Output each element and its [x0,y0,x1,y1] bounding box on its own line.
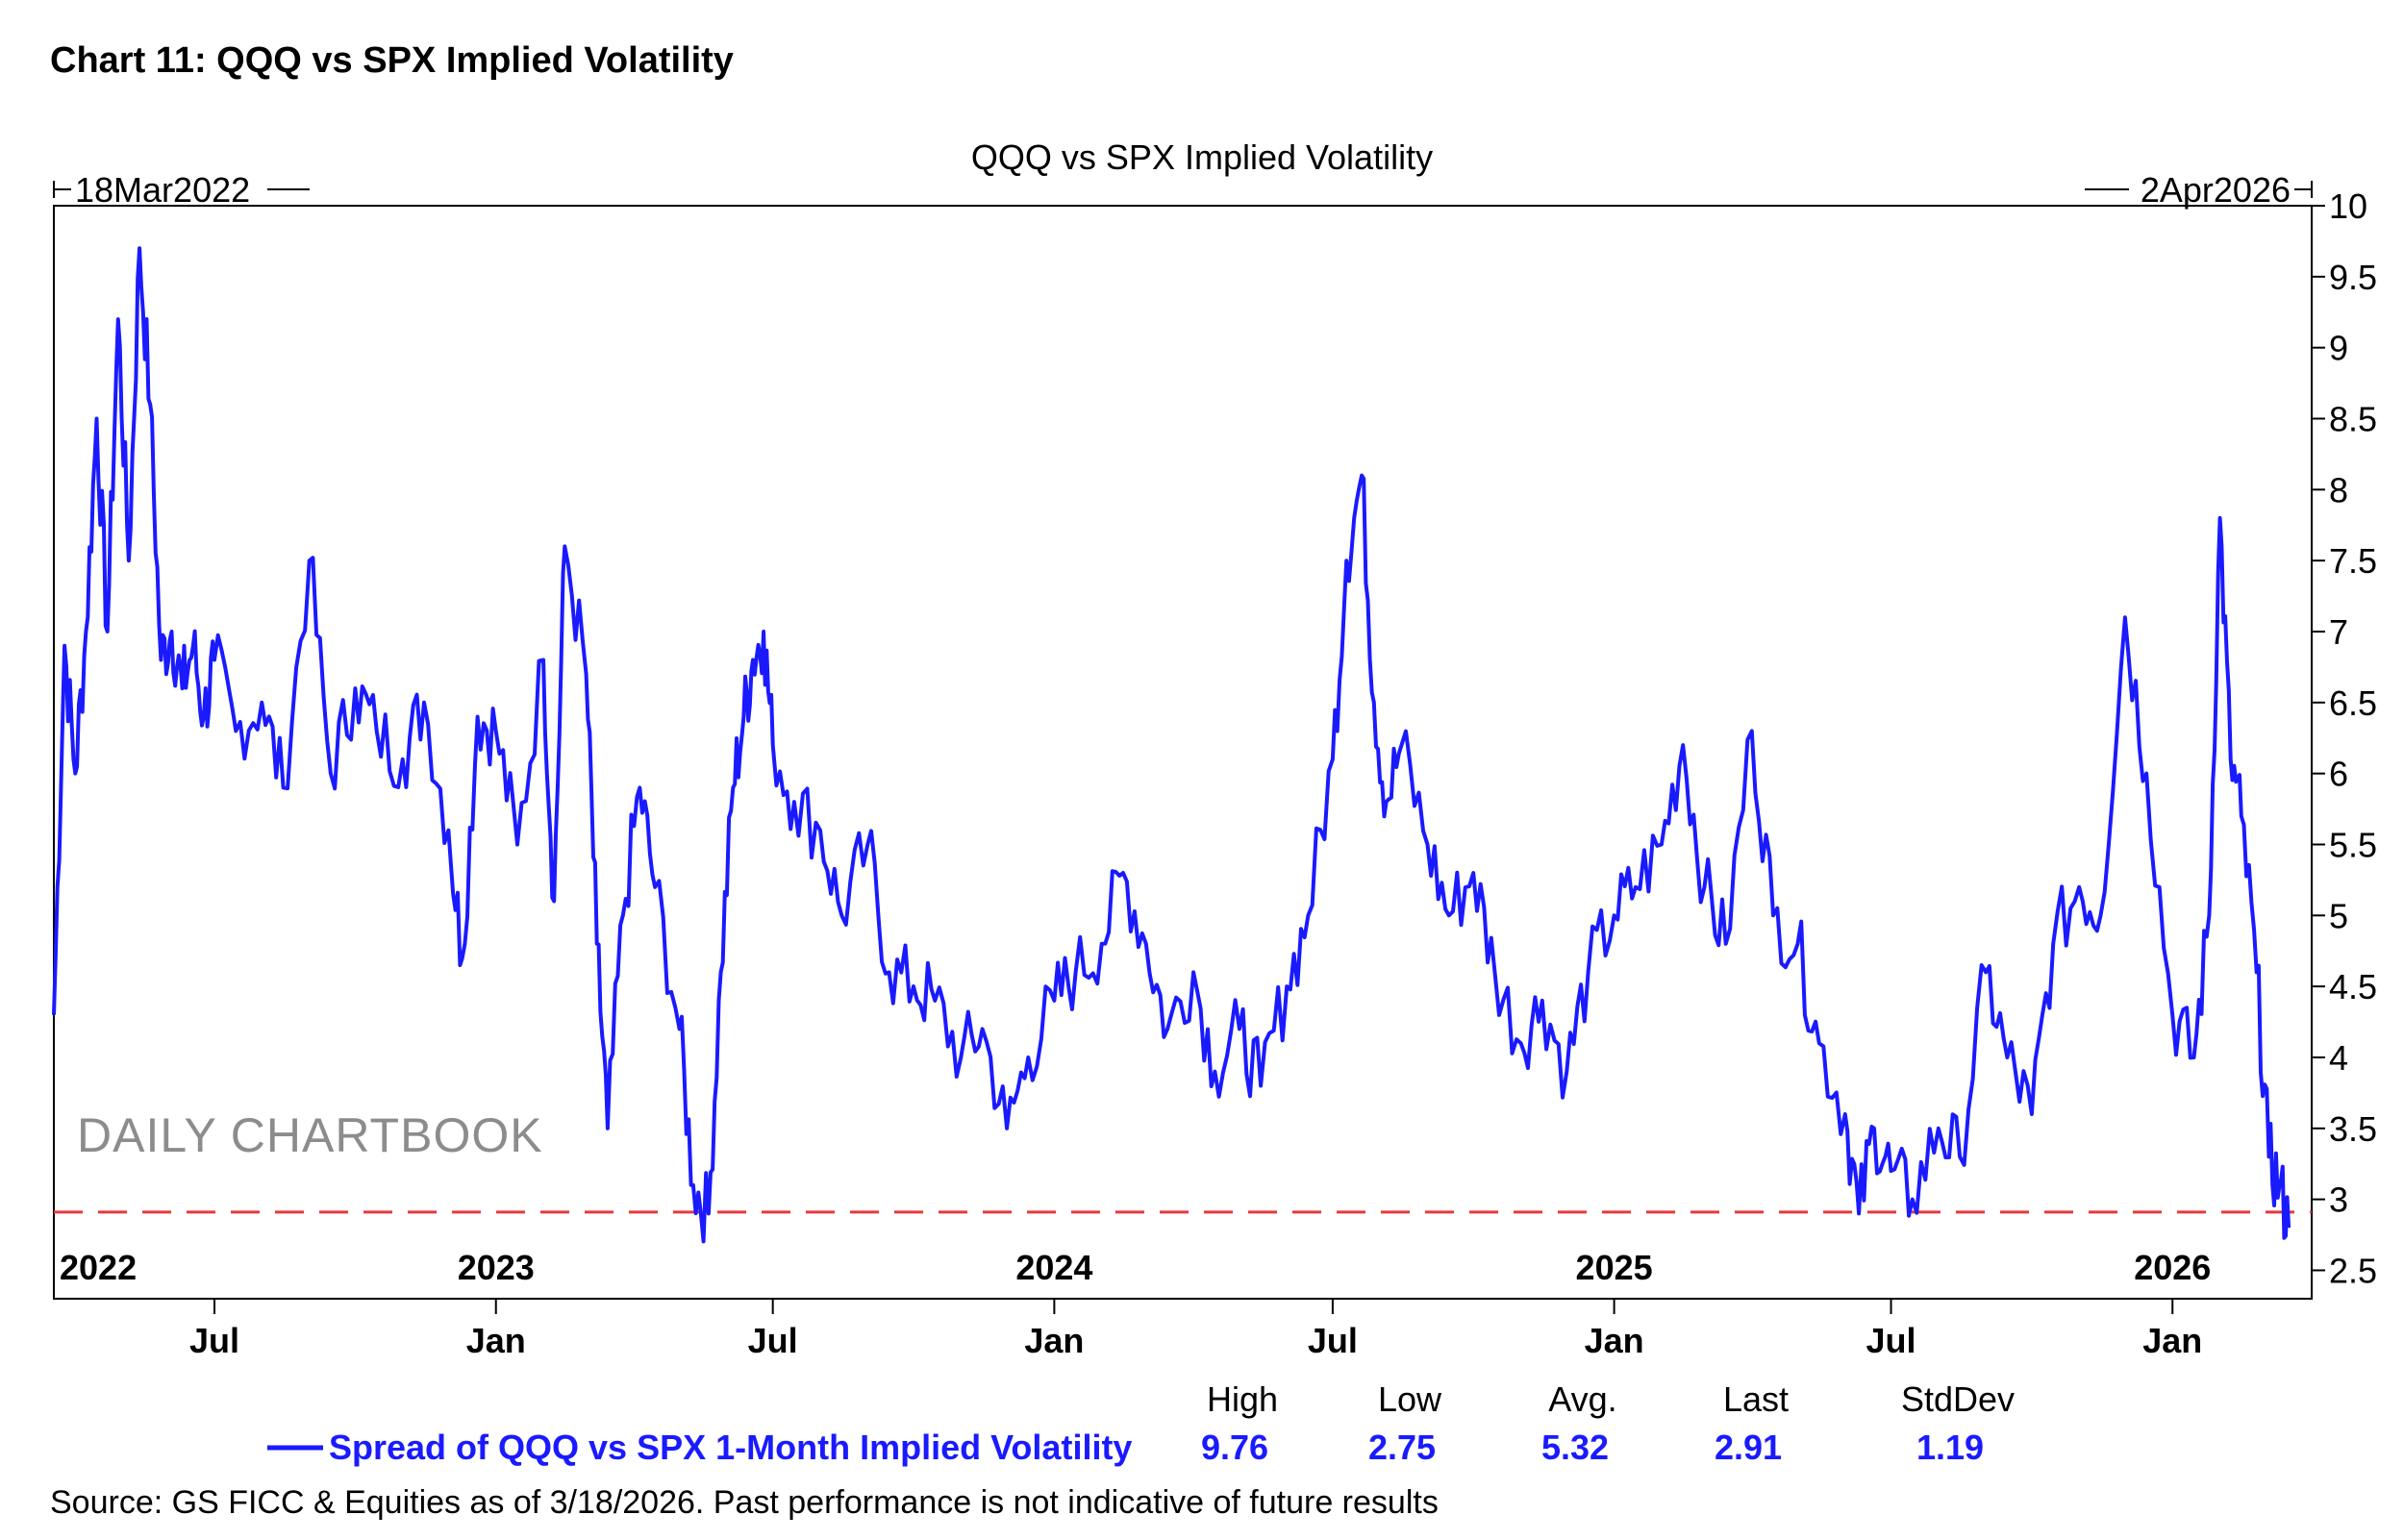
legend-label: Spread of QQQ vs SPX 1-Month Implied Vol… [329,1428,1132,1467]
chart: QQQ vs SPX Implied Volatility 18Mar2022 … [52,137,2377,1467]
year-label: 2023 [458,1248,535,1287]
x-tick-label: Jul [748,1321,798,1360]
y-tick-label: 3.5 [2329,1109,2377,1149]
y-tick-label: 3 [2329,1180,2348,1220]
y-tick-label: 4 [2329,1038,2348,1078]
end-date-label: 2Apr2026 [2085,170,2313,210]
y-tick-label: 6 [2329,755,2348,794]
stats-table: High Low Avg. Last StdDev 9.76 2.75 5.32 2.91 1.1… [1201,1379,2015,1467]
stats-header: Low [1378,1379,1442,1419]
y-tick-label: 9 [2329,329,2348,368]
year-label: 2024 [1015,1248,1092,1287]
x-tick-label: Jul [1308,1321,1358,1360]
x-tick-label: Jul [1866,1321,1916,1360]
stats-value: 1.19 [1916,1428,1984,1467]
y-tick-label: 8 [2329,470,2348,509]
legend: Spread of QQQ vs SPX 1-Month Implied Vol… [267,1428,1132,1467]
series-line [52,246,2291,1244]
y-tick-label: 7 [2329,612,2348,652]
y-tick-label: 4.5 [2329,967,2377,1006]
end-date-text: 2Apr2026 [2141,170,2291,210]
stats-value: 9.76 [1201,1428,1268,1467]
stats-value: 5.32 [1541,1428,1609,1467]
x-tick-label: Jan [2142,1321,2202,1360]
x-axis: Jul Jan Jul Jan Jul Jan Jul Jan [189,1299,2202,1360]
stats-value: 2.91 [1715,1428,1782,1467]
y-tick-label: 7.5 [2329,541,2377,581]
y-tick-label: 2.5 [2329,1251,2377,1290]
stats-header: Avg. [1548,1379,1616,1419]
x-tick-label: Jul [189,1321,239,1360]
watermark: DAILY CHARTBOOK [77,1108,543,1162]
x-tick-label: Jan [466,1321,526,1360]
start-date-label: 18Mar2022 [53,170,310,210]
stats-header: High [1207,1379,1278,1419]
plot-area [53,205,2313,1300]
source-note: Source: GS FICC & Equities as of 3/18/20… [50,1484,1439,1521]
year-label: 2022 [60,1248,137,1287]
y-tick-label: 8.5 [2329,399,2377,438]
year-labels: 2022 2023 2024 2025 2026 [60,1248,2211,1287]
year-label: 2025 [1576,1248,1653,1287]
y-tick-label: 5.5 [2329,825,2377,864]
y-tick-label: 6.5 [2329,683,2377,723]
y-tick-label: 9.5 [2329,258,2377,297]
y-tick-label: 5 [2329,896,2348,935]
start-date-text: 18Mar2022 [75,170,250,210]
stats-header: Last [1723,1379,1789,1419]
stats-value: 2.75 [1368,1428,1436,1467]
year-label: 2026 [2134,1248,2211,1287]
page-title: Chart 11: QQQ vs SPX Implied Volatility [50,40,734,81]
y-tick-label: 10 [2329,186,2367,226]
chart-title: QQQ vs SPX Implied Volatility [971,137,1433,177]
stats-header: StdDev [1901,1379,2015,1419]
y-axis: 2.5 3 3.5 4 4.5 5 5.5 6 6.5 7 7.5 8 8.5 9 9.5 10 [2312,186,2377,1290]
x-tick-label: Jan [1024,1321,1084,1360]
x-tick-label: Jan [1585,1321,1644,1360]
